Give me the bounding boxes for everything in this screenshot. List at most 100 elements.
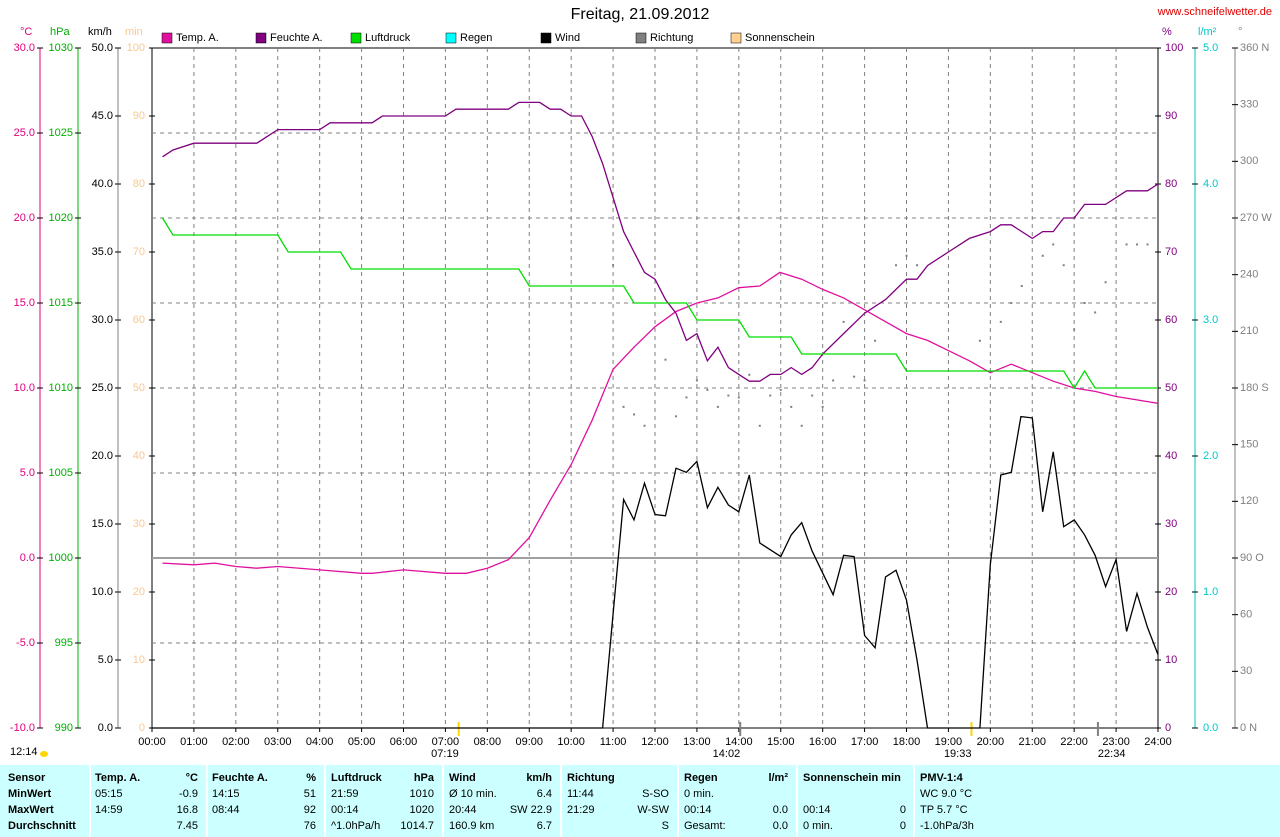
direction-point [1136, 243, 1139, 246]
direction-point [1146, 243, 1149, 246]
direction-point [1062, 264, 1065, 267]
direction-point [800, 424, 803, 427]
stats-cell: Regen [684, 772, 718, 784]
legend-label: Temp. A. [176, 32, 219, 44]
time-marker-label: 22:34 [1098, 748, 1126, 760]
stats-cell: 92 [304, 804, 316, 816]
direction-point [727, 394, 730, 397]
direction-point [779, 388, 782, 391]
stats-cell: °C [186, 772, 198, 784]
direction-point [1020, 285, 1023, 287]
x-tick-label: 06:00 [390, 736, 418, 748]
legend-swatch [730, 32, 742, 44]
y-tick-label: 30 [1240, 665, 1252, 677]
stats-cell: 20:44 [449, 804, 477, 816]
direction-point [622, 405, 625, 408]
stats-cell: Sensor [8, 772, 46, 784]
stats-cell: 14:59 [95, 804, 123, 816]
direction-point [1052, 243, 1055, 246]
y-tick-label: 60 [1240, 609, 1252, 621]
y-tick-label: 4.0 [1203, 178, 1218, 190]
x-tick-label: 16:00 [809, 736, 837, 748]
stats-cell: 160.9 km [449, 820, 494, 832]
stats-background [0, 765, 1280, 837]
x-tick-label: 00:00 [138, 736, 166, 748]
y-tick-label: 1000 [49, 552, 73, 564]
axis-unit: l/m² [1198, 26, 1217, 38]
x-tick-label: 02:00 [222, 736, 250, 748]
direction-point [874, 339, 877, 342]
y-tick-label: 0 N [1240, 722, 1257, 734]
legend-label: Regen [460, 32, 492, 44]
stats-cell: 51 [304, 788, 316, 800]
legend-swatch [540, 32, 552, 44]
y-tick-label: 60 [1165, 314, 1177, 326]
stats-cell: 6.4 [537, 788, 552, 800]
x-tick-label: 01:00 [180, 736, 208, 748]
y-tick-label: 30 [133, 518, 145, 530]
axis-unit: ° [1238, 26, 1242, 38]
y-tick-label: 0.0 [20, 552, 35, 564]
legend-swatch [350, 32, 362, 44]
stats-cell: Temp. A. [95, 772, 140, 784]
y-tick-label: 20.0 [92, 450, 113, 462]
stats-cell: Richtung [567, 772, 615, 784]
stats-cell: 21:29 [567, 804, 595, 816]
y-tick-label: 70 [133, 246, 145, 258]
x-tick-label: 22:00 [1060, 736, 1088, 748]
y-tick-label: 3.0 [1203, 314, 1218, 326]
x-tick-label: 11:00 [600, 736, 627, 748]
direction-point [737, 396, 740, 399]
x-tick-label: 19:00 [935, 736, 963, 748]
direction-point [633, 413, 636, 416]
stats-cell: 1014.7 [400, 820, 434, 832]
direction-point [685, 396, 688, 399]
y-tick-label: 300 [1240, 155, 1258, 167]
direction-point [1104, 281, 1107, 284]
x-tick-label: 21:00 [1018, 736, 1046, 748]
y-tick-label: 5.0 [98, 654, 113, 666]
y-tick-label: 995 [55, 637, 73, 649]
x-tick-label: 23:00 [1102, 736, 1130, 748]
direction-point [895, 264, 898, 267]
x-tick-label: 20:00 [977, 736, 1005, 748]
y-tick-label: 5.0 [1203, 42, 1218, 54]
stats-cell: 16.8 [177, 804, 198, 816]
stats-cell: 00:14 [331, 804, 359, 816]
update-time: 12:14 [10, 746, 38, 758]
chart-title: Freitag, 21.09.2012 [571, 6, 710, 23]
y-tick-label: 10 [1165, 654, 1177, 666]
stats-cell: 00:14 [803, 804, 831, 816]
y-tick-label: 1020 [49, 212, 73, 224]
series-line [162, 271, 1159, 574]
axis-unit: min [125, 26, 143, 38]
sun-icon [40, 751, 48, 757]
axis-unit: °C [20, 26, 32, 38]
x-tick-label: 07:00 [432, 736, 460, 748]
y-tick-label: 10.0 [14, 382, 35, 394]
x-tick-label: 10:00 [557, 736, 585, 748]
time-marker-label: 19:33 [944, 748, 972, 760]
axis-unit: hPa [50, 26, 70, 38]
legend-swatch [161, 32, 173, 44]
stats-cell: -1.0hPa/3h [920, 820, 974, 832]
direction-point [706, 388, 709, 391]
y-tick-label: 70 [1165, 246, 1177, 258]
direction-point [1041, 254, 1044, 257]
y-tick-label: 0 [139, 722, 145, 734]
legend-label: Luftdruck [365, 32, 411, 44]
x-tick-label: 17:00 [851, 736, 879, 748]
stats-cell: 05:15 [95, 788, 123, 800]
y-tick-label: 1025 [49, 127, 73, 139]
legend-label: Sonnenschein [745, 32, 815, 44]
direction-point [1010, 302, 1013, 304]
x-tick-label: 13:00 [683, 736, 711, 748]
y-tick-label: 180 S [1240, 382, 1269, 394]
direction-point [915, 264, 918, 267]
axis-unit: km/h [88, 26, 112, 38]
stats-cell: 0.0 [773, 820, 788, 832]
y-tick-label: 50 [1165, 382, 1177, 394]
x-tick-label: 04:00 [306, 736, 334, 748]
x-tick-label: 18:00 [893, 736, 921, 748]
stats-cell: Sonnenschein min [803, 772, 901, 784]
